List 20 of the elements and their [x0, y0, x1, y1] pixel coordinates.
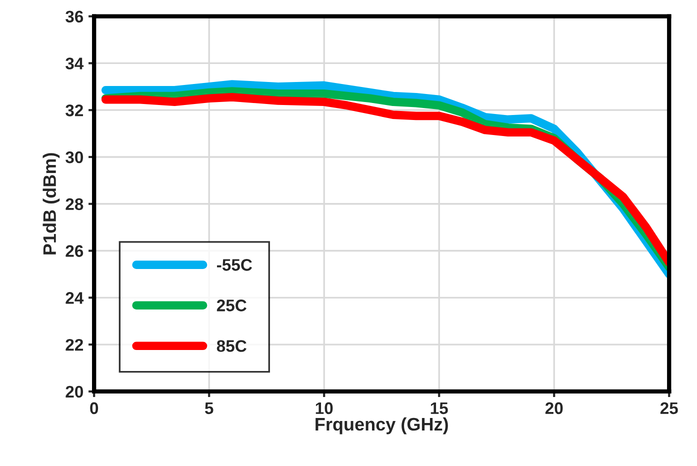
y-tick-label: 32 [66, 104, 84, 116]
y-tick-label: 28 [66, 198, 84, 210]
y-tick-label: 36 [66, 10, 84, 23]
x-tick-label: 15 [430, 402, 448, 414]
y-tick-label: 24 [66, 292, 84, 304]
x-tick-label: 0 [90, 402, 98, 414]
y-tick-label: 20 [66, 386, 83, 398]
y-tick-label: 30 [66, 151, 83, 164]
legend-label: 85C [216, 340, 246, 352]
x-tick-label: 20 [545, 402, 563, 414]
y-tick-label: 26 [66, 245, 84, 257]
x-axis-title: Frquency (GHz) [316, 417, 448, 434]
x-tick-label: 10 [316, 402, 333, 414]
x-tick-label: 5 [204, 402, 214, 414]
y-tick-label: 22 [66, 338, 84, 351]
legend-label: 25C [216, 300, 246, 312]
y-tick-label: 34 [66, 58, 84, 70]
y-axis-title: P1dB (dBm) [42, 153, 60, 254]
x-tick-label: 25 [660, 402, 678, 414]
legend-label: -55C [216, 259, 252, 271]
